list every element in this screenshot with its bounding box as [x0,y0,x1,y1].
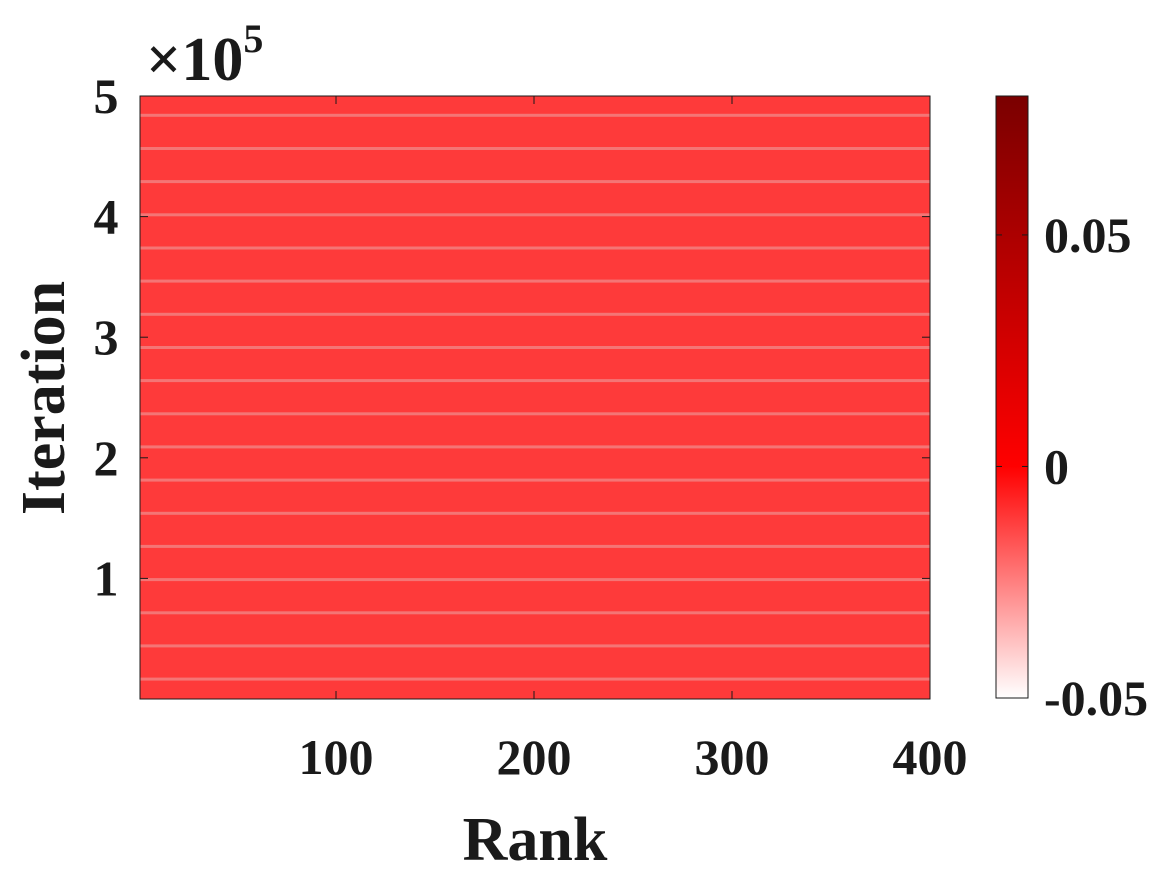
y-exponent-power: 5 [243,16,263,61]
heatmap-stripe-11 [140,312,930,316]
heatmap-stripe-16 [140,147,930,150]
heatmap-stripe-10 [140,346,930,349]
heatmap-stripes [140,113,930,681]
colorbar-ticks: -0.05 0 0.05 [996,207,1148,726]
heatmap-field [140,96,930,699]
heatmap-stripe-17 [140,113,930,117]
colorbar-tick-label-1: 0 [1044,438,1069,494]
y-axis-label: Iteration [10,281,78,515]
colorbar-gradient [995,95,1029,699]
plot-frame [139,95,931,700]
y-tick-label-5: 5 [94,68,119,124]
heatmap-stripe-8 [140,412,930,416]
x-tick-label-400: 400 [893,729,968,785]
colorbar-tick-label-0: -0.05 [1044,670,1148,726]
y-exponent-base: ×10 [146,26,243,94]
heatmap-stripe-9 [140,379,930,383]
heatmap-stripe-5 [140,511,930,515]
heatmap-stripe-13 [140,246,930,250]
y-tick-label-1: 1 [94,550,119,606]
heatmap-stripe-0 [140,677,930,681]
y-tick-label-2: 2 [94,430,119,486]
x-tick-label-300: 300 [695,729,770,785]
y-tick-label-4: 4 [94,189,119,245]
heatmap-stripe-6 [140,478,930,482]
y-axis-ticks: 1 2 3 4 5 [94,68,930,606]
heatmap-stripe-1 [140,644,930,648]
y-exponent-label: ×105 [146,16,263,94]
heatmap-stripe-4 [140,544,930,548]
heatmap-stripe-15 [140,180,930,184]
heatmap-stripe-3 [140,578,930,582]
y-tick-label-3: 3 [94,309,119,365]
plot-area [139,95,931,700]
colorbar: -0.05 0 0.05 [995,95,1148,726]
x-axis-label: Rank [463,806,608,874]
heatmap-stripe-12 [140,279,930,283]
x-tick-label-100: 100 [299,729,374,785]
heatmap-stripe-14 [140,213,930,217]
heatmap-stripe-2 [140,611,930,615]
x-axis-ticks: 100 200 300 400 [299,96,968,785]
colorbar-tick-label-2: 0.05 [1044,207,1132,263]
heatmap-stripe-7 [140,445,930,449]
x-tick-label-200: 200 [497,729,572,785]
